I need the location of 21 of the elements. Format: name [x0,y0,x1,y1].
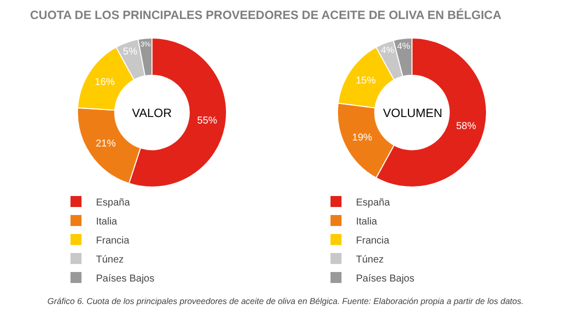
data-label: 16% [94,77,115,88]
data-label: 4% [397,41,410,52]
legend-label: Italia [356,216,378,228]
legend-label: Países Bajos [96,273,154,284]
text: VOLUMEN [383,106,442,120]
text: VALOR [132,106,172,120]
data-label: 58% [456,120,476,132]
legend-label: Francia [356,235,390,246]
text: CUOTA DE LOS PRINCIPALES PROVEEDORES DE ACEITE DE OLIVA EN BÉLGICA [30,8,502,22]
legend-label: Francia [96,235,130,246]
text: Gráfico 6. Cuota de los principales proveedores de aceite de oliva en Bélgica. Fuente: Elaboración propia a partir de los datos. [46,296,525,306]
data-label: 19% [352,132,372,144]
legend-label: España [356,197,390,208]
legend-label: Túnez [356,254,384,266]
legend-label: Italia [96,216,118,228]
data-label: 15% [356,76,376,87]
legend-label: España [96,197,130,208]
data-label: 55% [197,116,218,127]
legend-label: Países Bajos [356,273,414,284]
legend-label: Túnez [96,254,124,266]
data-label: 21% [96,138,116,150]
